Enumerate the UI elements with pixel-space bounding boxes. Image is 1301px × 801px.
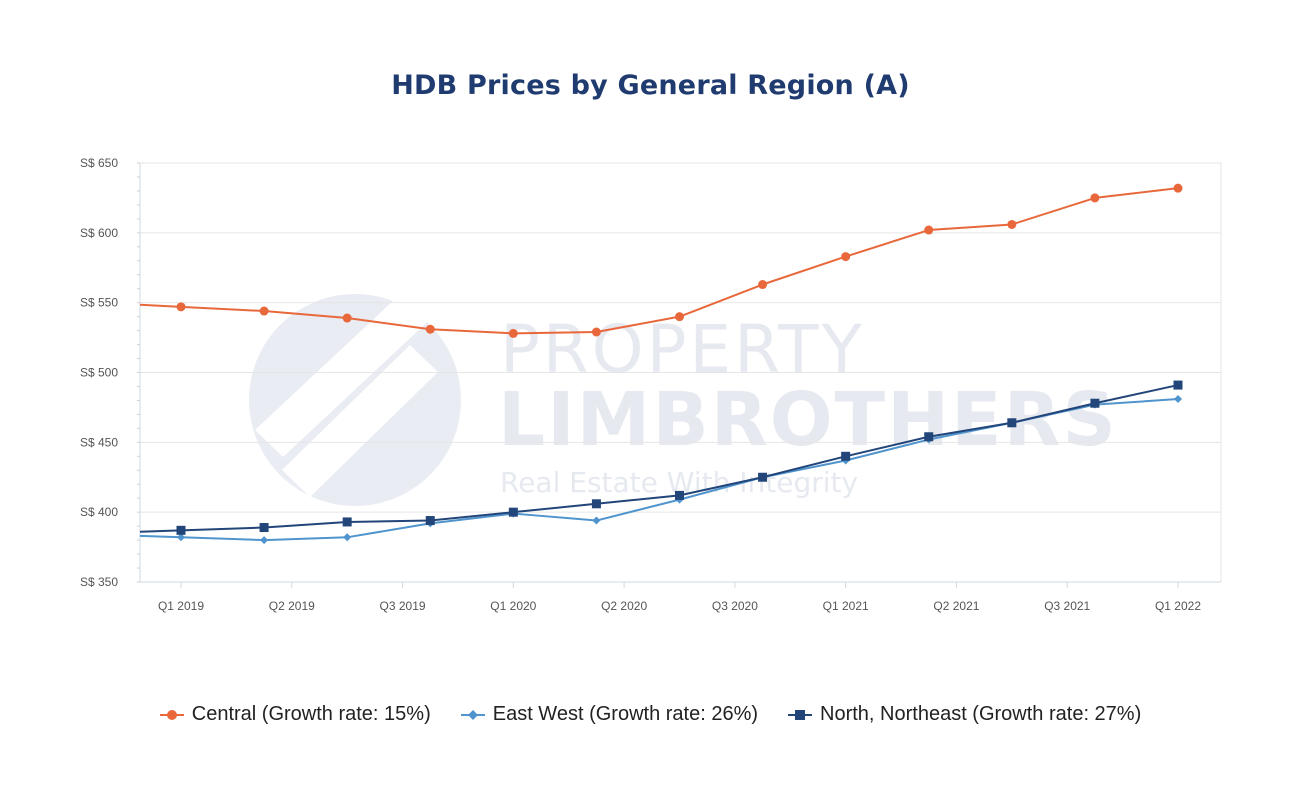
legend-label: East West (Growth rate: 26%) (492, 703, 759, 725)
data-point[interactable] (259, 523, 269, 533)
x-tick-label: Q1 2021 (823, 599, 869, 613)
data-point[interactable] (591, 499, 601, 509)
data-point[interactable] (508, 507, 518, 517)
data-point[interactable] (675, 490, 684, 500)
data-point[interactable] (841, 451, 851, 461)
square-marker-icon (788, 709, 813, 720)
y-tick-label: S$ 650 (80, 156, 118, 170)
data-point[interactable] (1090, 193, 1100, 203)
series-line-2 (139, 384, 1179, 533)
y-tick-label: S$ 400 (80, 505, 118, 519)
chart-title: HDB Prices by General Region (A) (391, 70, 910, 101)
legend: Central (Growth rate: 15%) East West (Gr… (0, 703, 1301, 726)
data-point[interactable] (508, 328, 518, 338)
data-point[interactable] (675, 312, 684, 322)
data-point[interactable] (260, 536, 269, 545)
x-tick-label: Q3 2021 (1044, 599, 1090, 613)
data-point[interactable] (176, 302, 186, 312)
legend-label: North, Northeast (Growth rate: 27%) (820, 703, 1142, 725)
data-point[interactable] (841, 252, 851, 262)
legend-item-central[interactable]: Central (Growth rate: 15%) (159, 703, 431, 726)
data-point[interactable] (1173, 183, 1183, 193)
data-point[interactable] (176, 525, 186, 535)
y-tick-label: S$ 500 (80, 366, 118, 380)
data-point[interactable] (177, 533, 185, 542)
y-tick-label: S$ 450 (80, 435, 118, 449)
data-point[interactable] (425, 516, 435, 526)
series-layer (139, 183, 1183, 545)
data-point[interactable] (758, 472, 768, 482)
x-tick-label: Q3 2020 (712, 599, 758, 613)
data-point[interactable] (1090, 398, 1100, 408)
y-tick-label: S$ 350 (80, 575, 118, 589)
x-tick-label: Q1 2020 (490, 599, 536, 613)
data-point[interactable] (924, 432, 934, 442)
x-tick-label: Q1 2019 (158, 599, 204, 613)
data-point[interactable] (342, 313, 352, 323)
x-tick-label: Q2 2020 (601, 599, 647, 613)
x-tick-label: Q1 2022 (1155, 599, 1201, 613)
data-point[interactable] (425, 324, 435, 334)
watermark-chevron (255, 285, 438, 457)
data-point[interactable] (342, 517, 352, 527)
data-point[interactable] (343, 533, 352, 542)
circle-marker-icon (159, 709, 184, 720)
data-point[interactable] (1173, 380, 1183, 390)
x-tick-label: Q3 2019 (380, 599, 426, 613)
data-point[interactable] (1174, 395, 1182, 404)
watermark-chevron (282, 345, 438, 497)
grid-lines (140, 162, 1222, 583)
legend-item-east-west[interactable]: East West (Growth rate: 26%) (460, 703, 759, 726)
watermark-text-1: PROPERTY (500, 311, 865, 388)
axes: S$ 350 S$ 400 S$ 450 S$ 500 S$ 550 S$ 600 S$ 6… (80, 156, 1221, 613)
data-point[interactable] (758, 280, 768, 290)
y-tick-label: S$ 550 (80, 296, 118, 310)
data-point[interactable] (1007, 418, 1017, 428)
x-tick-label: Q2 2021 (933, 599, 979, 613)
data-point[interactable] (591, 327, 601, 337)
data-point[interactable] (1007, 219, 1017, 229)
data-point[interactable] (924, 225, 934, 235)
x-tick-label: Q2 2019 (269, 599, 315, 613)
data-point[interactable] (259, 306, 269, 316)
legend-item-north-northeast[interactable]: North, Northeast (Growth rate: 27%) (788, 703, 1141, 726)
data-point[interactable] (592, 516, 601, 525)
y-tick-label: S$ 600 (80, 226, 118, 240)
legend-label: Central (Growth rate: 15%) (191, 703, 431, 725)
series-line-0 (139, 187, 1179, 335)
diamond-marker-icon (460, 709, 485, 720)
